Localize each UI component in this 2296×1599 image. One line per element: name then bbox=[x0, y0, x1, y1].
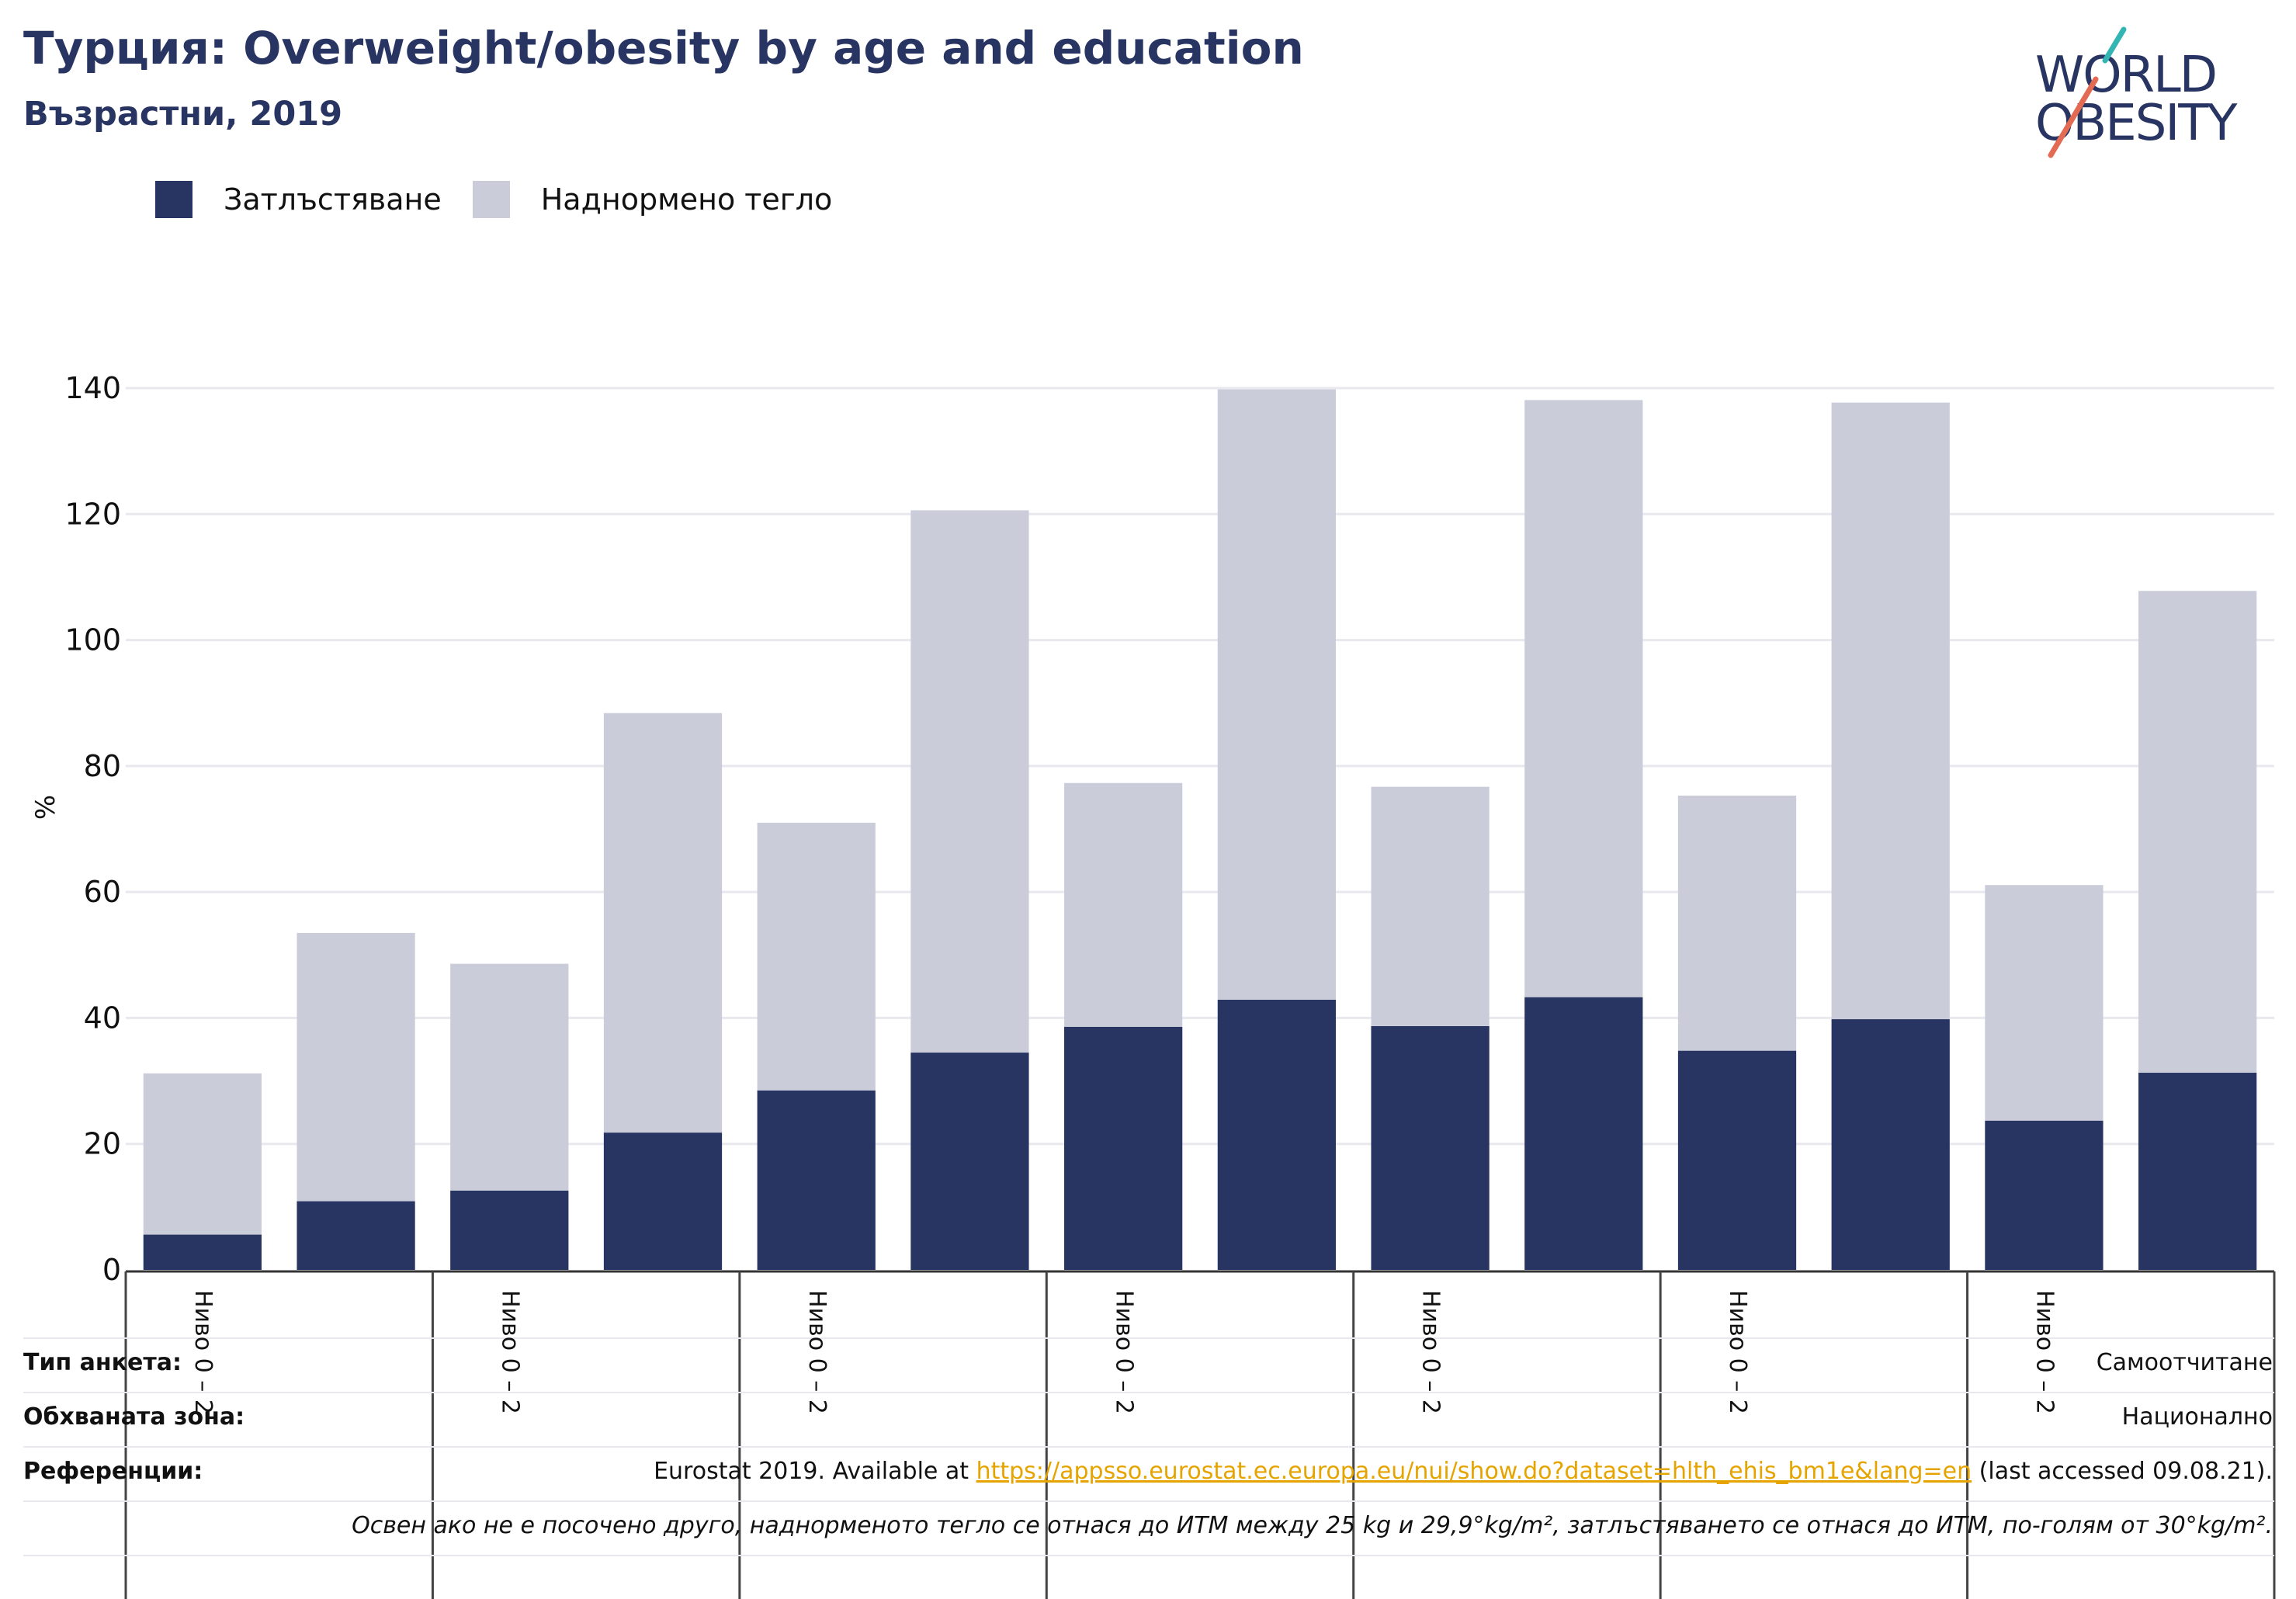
logo-word-world: WORLD bbox=[2035, 47, 2216, 104]
y-tick-label: 20 bbox=[84, 1127, 121, 1161]
bar-overweight bbox=[1985, 885, 2104, 1121]
x-group-label: Ниво 0 – 2 bbox=[496, 1290, 523, 1414]
bar-obesity bbox=[603, 1132, 723, 1270]
bar-overweight bbox=[143, 1073, 262, 1235]
survey-type-label: Тип анкета: bbox=[23, 1348, 182, 1376]
y-tick-label: 120 bbox=[64, 497, 121, 531]
bar-obesity bbox=[450, 1190, 569, 1270]
bar-obesity bbox=[1217, 999, 1336, 1270]
bar-overweight bbox=[450, 963, 569, 1191]
x-group-label: Ниво 0 – 2 bbox=[1724, 1290, 1751, 1414]
y-tick-label: 60 bbox=[84, 875, 121, 909]
y-tick-label: 40 bbox=[84, 1001, 121, 1035]
bar-obesity bbox=[1064, 1026, 1183, 1270]
legend-item-obesity: Затлъстяване bbox=[155, 181, 442, 218]
y-tick-label: 140 bbox=[64, 371, 121, 405]
y-axis-label: % bbox=[30, 795, 61, 820]
bar-obesity bbox=[1371, 1025, 1490, 1270]
references-suffix: (last accessed 09.08.21). bbox=[1972, 1457, 2273, 1485]
coverage-label: Обхваната зона: bbox=[23, 1403, 245, 1431]
y-tick-label: 100 bbox=[64, 623, 121, 657]
bar-overweight bbox=[297, 932, 415, 1202]
chart-legend: Затлъстяване Наднормено тегло bbox=[155, 180, 863, 219]
legend-swatch-overweight bbox=[472, 181, 510, 218]
bar-overweight bbox=[910, 510, 1029, 1053]
bar-obesity bbox=[1677, 1050, 1797, 1270]
bar-overweight bbox=[1831, 402, 1950, 1020]
world-obesity-logo: WORLD OBESITY bbox=[2035, 26, 2239, 158]
bar-obesity bbox=[297, 1201, 415, 1270]
footer-row-coverage: Обхваната зона: Национално bbox=[23, 1389, 2273, 1444]
coverage-value: Национално bbox=[2121, 1403, 2273, 1431]
legend-label-overweight: Наднормено тегло bbox=[540, 182, 833, 217]
survey-type-value: Самоотчитане bbox=[2096, 1348, 2273, 1376]
x-group-label: Ниво 0 – 2 bbox=[2031, 1290, 2058, 1414]
bar-overweight bbox=[2138, 591, 2257, 1074]
bar-obesity bbox=[143, 1234, 262, 1270]
legend-swatch-obesity bbox=[155, 181, 192, 218]
bar-obesity bbox=[1985, 1120, 2104, 1270]
bar-overweight bbox=[1524, 400, 1643, 997]
references-label: Референции: bbox=[23, 1457, 203, 1485]
bar-overweight bbox=[1217, 389, 1336, 1000]
footer-row-survey-type: Тип анкета: Самоотчитане bbox=[23, 1335, 2273, 1389]
x-group-label: Ниво 0 – 2 bbox=[803, 1290, 831, 1414]
references-link[interactable]: https://appsso.eurostat.ec.europa.eu/nui… bbox=[976, 1457, 1972, 1485]
bar-overweight bbox=[1371, 786, 1490, 1026]
bar-obesity bbox=[1831, 1019, 1950, 1270]
bar-overweight bbox=[1677, 795, 1797, 1051]
x-group-label: Ниво 0 – 2 bbox=[189, 1290, 217, 1414]
bar-obesity bbox=[1524, 997, 1643, 1270]
chart-title: Турция: Overweight/obesity by age and ed… bbox=[23, 22, 1304, 75]
bar-overweight bbox=[603, 713, 723, 1133]
legend-label-obesity: Затлъстяване bbox=[224, 182, 442, 217]
bar-overweight bbox=[1064, 782, 1183, 1027]
footer-row-note: Освен ако не е посочено друго, наднормен… bbox=[23, 1498, 2273, 1552]
footer-row-references: Референции: Eurostat 2019. Available at … bbox=[23, 1444, 2273, 1498]
bar-obesity bbox=[2138, 1073, 2257, 1270]
bar-overweight bbox=[757, 822, 876, 1091]
y-tick-label: 0 bbox=[102, 1253, 121, 1287]
x-group-label: Ниво 0 – 2 bbox=[1417, 1290, 1445, 1414]
bar-obesity bbox=[910, 1053, 1029, 1270]
definition-note: Освен ако не е посочено друго, наднормен… bbox=[352, 1511, 2273, 1539]
x-group-label: Ниво 0 – 2 bbox=[1110, 1290, 1137, 1414]
legend-item-overweight: Наднормено тегло bbox=[472, 181, 833, 218]
chart-subtitle: Възрастни, 2019 bbox=[23, 95, 343, 134]
y-tick-label: 80 bbox=[84, 749, 121, 783]
references-prefix: Eurostat 2019. Available at bbox=[654, 1457, 976, 1485]
references-value: Eurostat 2019. Available at https://apps… bbox=[654, 1458, 2273, 1485]
bar-obesity bbox=[757, 1090, 876, 1270]
